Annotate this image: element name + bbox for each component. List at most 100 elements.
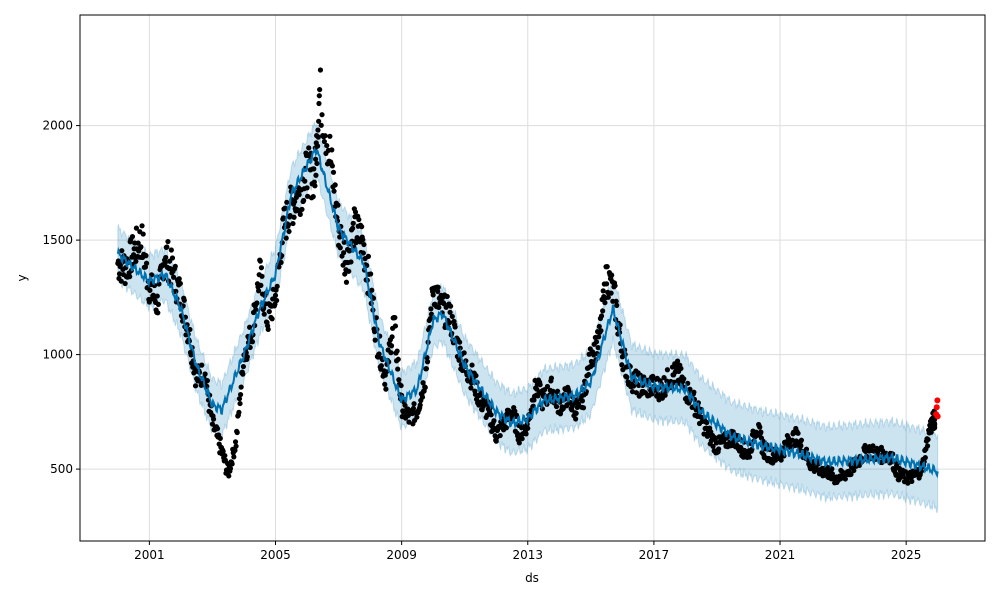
observed-point [361,241,367,248]
observed-point [226,473,232,479]
observed-point [291,214,297,220]
observed-point [163,254,169,261]
observed-point [534,386,540,392]
observed-point [491,418,497,424]
observed-point [319,112,325,118]
recent-point [933,404,940,411]
observed-point [575,401,582,407]
observed-point [343,279,350,285]
observed-point [604,281,610,287]
y-tick-label: 500 [50,462,73,476]
observed-point [210,416,217,422]
observed-point [596,323,602,330]
observed-point [469,362,475,368]
observed-point [256,288,262,294]
observed-point [619,362,625,368]
x-tick-label: 2009 [386,548,417,562]
observed-point [306,145,312,151]
observed-point [220,448,226,454]
observed-point [350,220,356,226]
y-tick-label: 2000 [42,119,73,133]
observed-point [286,228,292,235]
observed-point [313,172,319,178]
observed-point [359,224,365,230]
observed-point [181,297,187,303]
observed-point [173,288,179,294]
observed-point [168,247,174,253]
recent-point [934,397,941,404]
observed-point [553,403,560,410]
observed-point [608,290,614,296]
observed-point [265,326,271,332]
observed-point [232,447,238,453]
observed-point [188,352,194,358]
observed-point [681,376,687,382]
observed-point [383,386,389,392]
observed-point [629,389,636,395]
recent-point [934,413,941,420]
observed-point [519,436,525,442]
x-tick-label: 2001 [134,548,165,562]
observed-point [310,194,316,200]
observed-point [798,443,804,449]
observed-point [593,339,600,345]
observed-point [674,358,681,364]
observed-point [461,350,467,356]
observed-point [280,215,286,221]
observed-point [244,354,250,360]
observed-point [585,371,592,378]
observed-point [234,429,240,436]
observed-point [360,250,366,256]
observed-point [410,405,417,412]
observed-point [428,311,435,317]
observed-point [240,371,246,377]
observed-point [162,260,168,266]
observed-point [296,192,302,198]
observed-point [143,253,149,259]
observed-point [468,385,474,391]
yhat-series [116,146,939,479]
observed-point [435,284,441,290]
observed-point [798,437,805,443]
observed-point [449,313,455,320]
observed-point [155,310,161,316]
observed-point [283,235,289,241]
observed-point [342,271,348,277]
observed-point [299,206,305,212]
observed-point [122,280,128,287]
observed-point [537,382,543,388]
observed-point [636,382,642,389]
observed-point [318,122,324,128]
observed-point [435,288,441,294]
observed-point [253,307,259,313]
observed-point [312,183,318,189]
observed-point [513,412,520,418]
observed-point [555,388,561,394]
grid [80,15,985,541]
observed-point [595,345,601,351]
x-tick-label: 2013 [512,548,543,562]
observed-point [423,366,430,372]
observed-point [925,436,931,443]
observed-point [272,292,279,299]
plot-frame [79,14,986,542]
observed-point [317,67,324,73]
observed-point [747,454,753,460]
observed-point [922,455,928,461]
observed-point [172,263,178,269]
observed-point [392,323,399,329]
observed-point [624,374,630,380]
observed-point [290,220,296,227]
observed-point [259,273,265,279]
observed-point [444,293,450,300]
observed-point [394,348,400,354]
observed-point [229,461,235,467]
observed-point [376,351,382,357]
observed-point [395,366,401,372]
observed-point [274,297,280,304]
observed-point [369,287,375,293]
observed-point [758,429,764,435]
observed-point [905,480,911,486]
observed-point [249,339,256,345]
observed-point [378,363,384,369]
